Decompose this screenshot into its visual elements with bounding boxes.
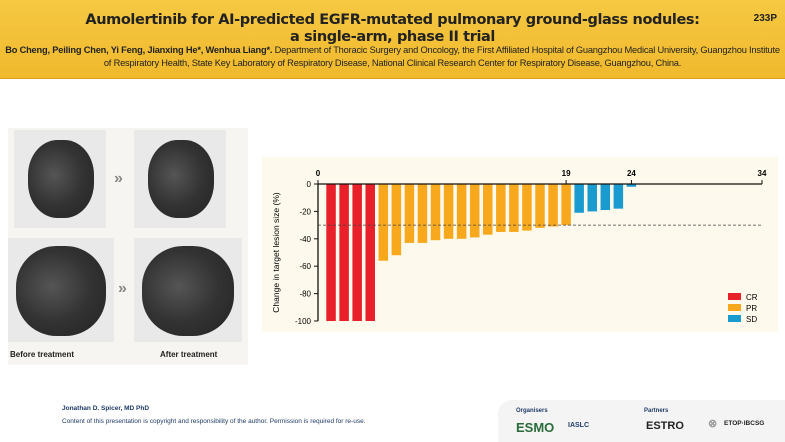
y-tick-label: -20 [299, 207, 311, 216]
esmo-logo: ESMO [516, 420, 555, 435]
bar-sd [574, 184, 584, 213]
bar-cr [352, 184, 362, 321]
arrow-icon: » [118, 280, 127, 297]
arrow-icon: » [114, 170, 123, 187]
ct-after-bottom [134, 238, 242, 342]
bar-pr [404, 184, 415, 243]
abstract-code: 233P [753, 13, 777, 24]
y-axis-label: Change in target lesion size (%) [271, 192, 281, 313]
bar-pr [509, 184, 519, 232]
bar-pr [443, 184, 454, 239]
bar-pr [391, 184, 402, 256]
copyright-notice: Content of this presentation is copyrigh… [62, 418, 366, 425]
bar-pr [522, 184, 532, 231]
y-tick-label: -60 [299, 262, 311, 271]
legend-swatch-cr [728, 293, 741, 300]
estro-logo: ESTRO [646, 420, 684, 432]
bar-pr [535, 184, 545, 228]
bar-sd [613, 184, 624, 209]
bar-sd [587, 184, 597, 212]
ct-images-panel: » » Before treatment After treatment [8, 128, 248, 365]
title-line-2: a single-arm, phase II trial [289, 29, 495, 45]
partner-emblem-icon: ⊗ [708, 418, 718, 430]
after-treatment-label: After treatment [160, 350, 218, 359]
logos-panel: Organisers Partners ESMO IASLC ESTRO ⊗ E… [498, 400, 785, 442]
title-line-1: Aumolertinib for AI-predicted EGFR-mutat… [85, 12, 700, 28]
bar-sd [600, 184, 611, 211]
legend-label-pr: PR [746, 304, 757, 313]
bar-pr [548, 184, 558, 227]
poster-header: Aumolertinib for AI-predicted EGFR-mutat… [0, 0, 785, 79]
affiliation: Department of Thoracic Surgery and Oncol… [103, 45, 780, 68]
bar-pr [496, 184, 506, 232]
etop-ibcsg-logo: ETOP·IBCSG [724, 420, 765, 427]
y-tick-label: -40 [299, 235, 311, 244]
x-tick-label: 34 [758, 169, 767, 178]
bar-pr [378, 184, 389, 261]
y-tick-label: -80 [299, 290, 311, 299]
before-treatment-label: Before treatment [10, 350, 75, 359]
bar-pr [469, 184, 480, 238]
authors: Bo Cheng, Peiling Chen, Yi Feng, Jianxin… [5, 45, 273, 55]
bar-pr [456, 184, 467, 239]
bar-pr [483, 184, 493, 235]
x-tick-label: 24 [627, 169, 636, 178]
legend-swatch-sd [728, 315, 741, 322]
y-tick-label: 0 [307, 180, 312, 189]
bar-pr [561, 184, 571, 226]
waterfall-chart: 0 19 24 34 0 -20 -40 -60 -80 -100 Change in target… [262, 157, 778, 332]
legend-swatch-pr [728, 304, 741, 311]
ct-after-top [134, 130, 226, 228]
ct-before-top [14, 130, 106, 228]
y-tick-label: -100 [295, 317, 312, 326]
x-tick-label: 0 [316, 169, 321, 178]
bar-pr [430, 184, 441, 241]
ct-before-bottom [8, 238, 114, 342]
legend-label-sd: SD [746, 315, 757, 324]
iaslc-logo: IASLC [568, 422, 589, 429]
x-tick-label: 19 [562, 169, 571, 178]
waterfall-svg: 0 19 24 34 0 -20 -40 -60 -80 -100 Change in target… [271, 169, 767, 326]
legend-label-cr: CR [746, 293, 758, 302]
bar-cr [326, 184, 336, 321]
bar-sd [626, 184, 637, 187]
bar-cr [339, 184, 349, 321]
partners-label: Partners [644, 408, 669, 414]
bar-cr [365, 184, 375, 321]
authors-affiliation: Bo Cheng, Peiling Chen, Yi Feng, Jianxin… [4, 44, 781, 70]
presenter-name: Jonathan D. Spicer, MD PhD [62, 405, 150, 412]
organisers-label: Organisers [516, 408, 548, 414]
bar-pr [417, 184, 428, 243]
